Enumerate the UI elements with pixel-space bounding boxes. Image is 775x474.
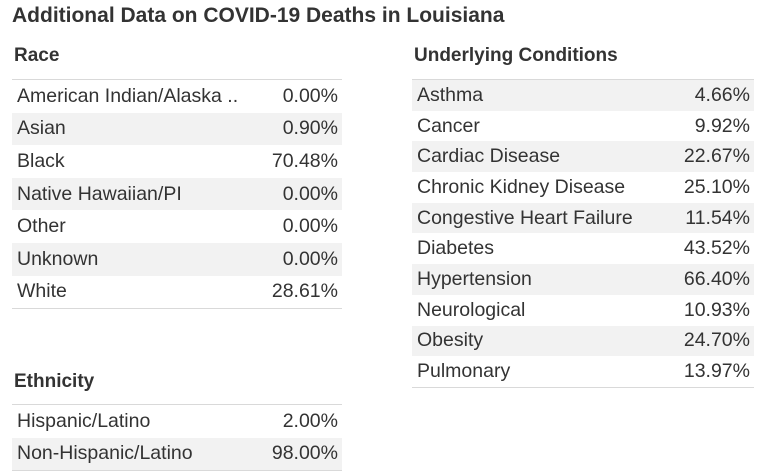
row-label: Pulmonary	[417, 360, 511, 383]
table-row: Asthma 4.66%	[412, 80, 754, 111]
underlying-conditions-table: Underlying Conditions Asthma 4.66% Cancer…	[412, 42, 754, 388]
table-row: American Indian/Alaska .. 0.00%	[12, 80, 342, 113]
row-label: Native Hawaiian/PI	[17, 182, 182, 205]
row-label: Unknown	[17, 247, 99, 270]
row-value: 43.52%	[683, 237, 750, 260]
row-label: American Indian/Alaska ..	[17, 84, 239, 107]
row-value: 11.54%	[685, 206, 750, 229]
table-row: White 28.61%	[12, 276, 342, 309]
row-label: Cancer	[417, 114, 480, 137]
row-value: 98.00%	[271, 442, 338, 465]
row-value: 4.66%	[694, 83, 750, 106]
row-label: Congestive Heart Failure	[417, 206, 633, 229]
row-label: White	[17, 280, 67, 303]
table-row: Chronic Kidney Disease 25.10%	[412, 172, 754, 203]
row-value: 70.48%	[271, 149, 338, 172]
row-value: 0.90%	[282, 117, 338, 140]
row-label: Non-Hispanic/Latino	[17, 442, 193, 465]
row-value: 24.70%	[683, 329, 750, 352]
table-row: Cardiac Disease 22.67%	[412, 141, 754, 173]
table-row: Hypertension 66.40%	[412, 264, 754, 295]
row-value: 0.00%	[282, 247, 338, 270]
row-value: 22.67%	[683, 145, 750, 168]
row-label: Black	[17, 149, 65, 172]
ethnicity-header: Ethnicity	[14, 371, 95, 392]
table-row: Other 0.00%	[12, 210, 342, 243]
table-row: Pulmonary 13.97%	[412, 356, 754, 387]
row-label: Neurological	[417, 298, 526, 321]
row-value: 2.00%	[282, 409, 338, 432]
row-label: Asian	[17, 117, 66, 140]
row-value: 0.00%	[282, 215, 338, 238]
table-row: Black 70.48%	[12, 145, 342, 178]
row-value: 25.10%	[683, 175, 750, 198]
race-header: Race	[14, 45, 60, 66]
row-label: Hypertension	[417, 267, 532, 290]
conditions-header: Underlying Conditions	[414, 45, 618, 66]
page-title: Additional Data on COVID-19 Deaths in Lo…	[12, 4, 505, 27]
row-value: 13.97%	[683, 360, 750, 383]
row-label: Chronic Kidney Disease	[417, 175, 626, 198]
table-row: Congestive Heart Failure 11.54%	[412, 202, 754, 234]
row-value: 66.40%	[683, 267, 750, 290]
table-row: Diabetes 43.52%	[412, 233, 754, 264]
table-row: Native Hawaiian/PI 0.00%	[12, 177, 342, 211]
conditions-rows: Asthma 4.66% Cancer 9.92% Cardiac Disease 2…	[412, 79, 754, 388]
row-label: Other	[17, 215, 66, 238]
row-label: Asthma	[417, 83, 484, 106]
row-value: 10.93%	[683, 298, 750, 321]
table-row: Obesity 24.70%	[412, 325, 754, 357]
row-value: 9.92%	[694, 114, 750, 137]
table-row: Non-Hispanic/Latino 98.00%	[12, 437, 342, 470]
table-row: Hispanic/Latino 2.00%	[12, 405, 342, 438]
row-label: Hispanic/Latino	[17, 409, 151, 432]
race-rows: American Indian/Alaska .. 0.00% Asian 0.90…	[12, 79, 342, 310]
row-label: Obesity	[417, 329, 484, 352]
row-label: Diabetes	[417, 237, 494, 260]
table-row: Neurological 10.93%	[412, 295, 754, 326]
row-value: 0.00%	[282, 84, 338, 107]
row-value: 0.00%	[282, 182, 338, 205]
row-value: 28.61%	[271, 280, 338, 303]
row-label: Cardiac Disease	[417, 145, 561, 168]
table-row: Cancer 9.92%	[412, 111, 754, 142]
race-table: Race American Indian/Alaska .. 0.00% Asia…	[12, 42, 342, 310]
table-row: Asian 0.90%	[12, 112, 342, 146]
table-row: Unknown 0.00%	[12, 242, 342, 276]
ethnicity-table: Ethnicity Hispanic/Latino 2.00% Non-Hispa…	[12, 368, 342, 471]
ethnicity-rows: Hispanic/Latino 2.00% Non-Hispanic/Latino…	[12, 404, 342, 471]
